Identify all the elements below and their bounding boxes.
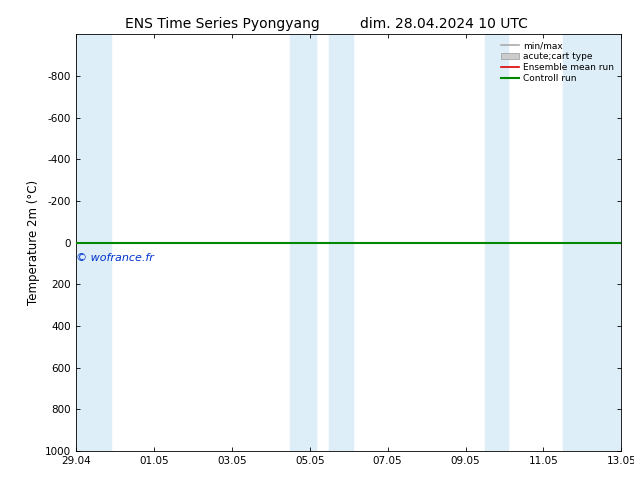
Text: © wofrance.fr: © wofrance.fr (77, 253, 154, 263)
Bar (329, 34, 353, 451)
Text: dim. 28.04.2024 10 UTC: dim. 28.04.2024 10 UTC (360, 17, 527, 31)
Text: ENS Time Series Pyongyang: ENS Time Series Pyongyang (124, 17, 320, 31)
Bar (76, 34, 111, 451)
Bar (563, 34, 621, 451)
Y-axis label: Temperature 2m (°C): Temperature 2m (°C) (27, 180, 39, 305)
Bar (485, 34, 508, 451)
Legend: min/max, acute;cart type, Ensemble mean run, Controll run: min/max, acute;cart type, Ensemble mean … (499, 39, 617, 86)
Bar (290, 34, 316, 451)
